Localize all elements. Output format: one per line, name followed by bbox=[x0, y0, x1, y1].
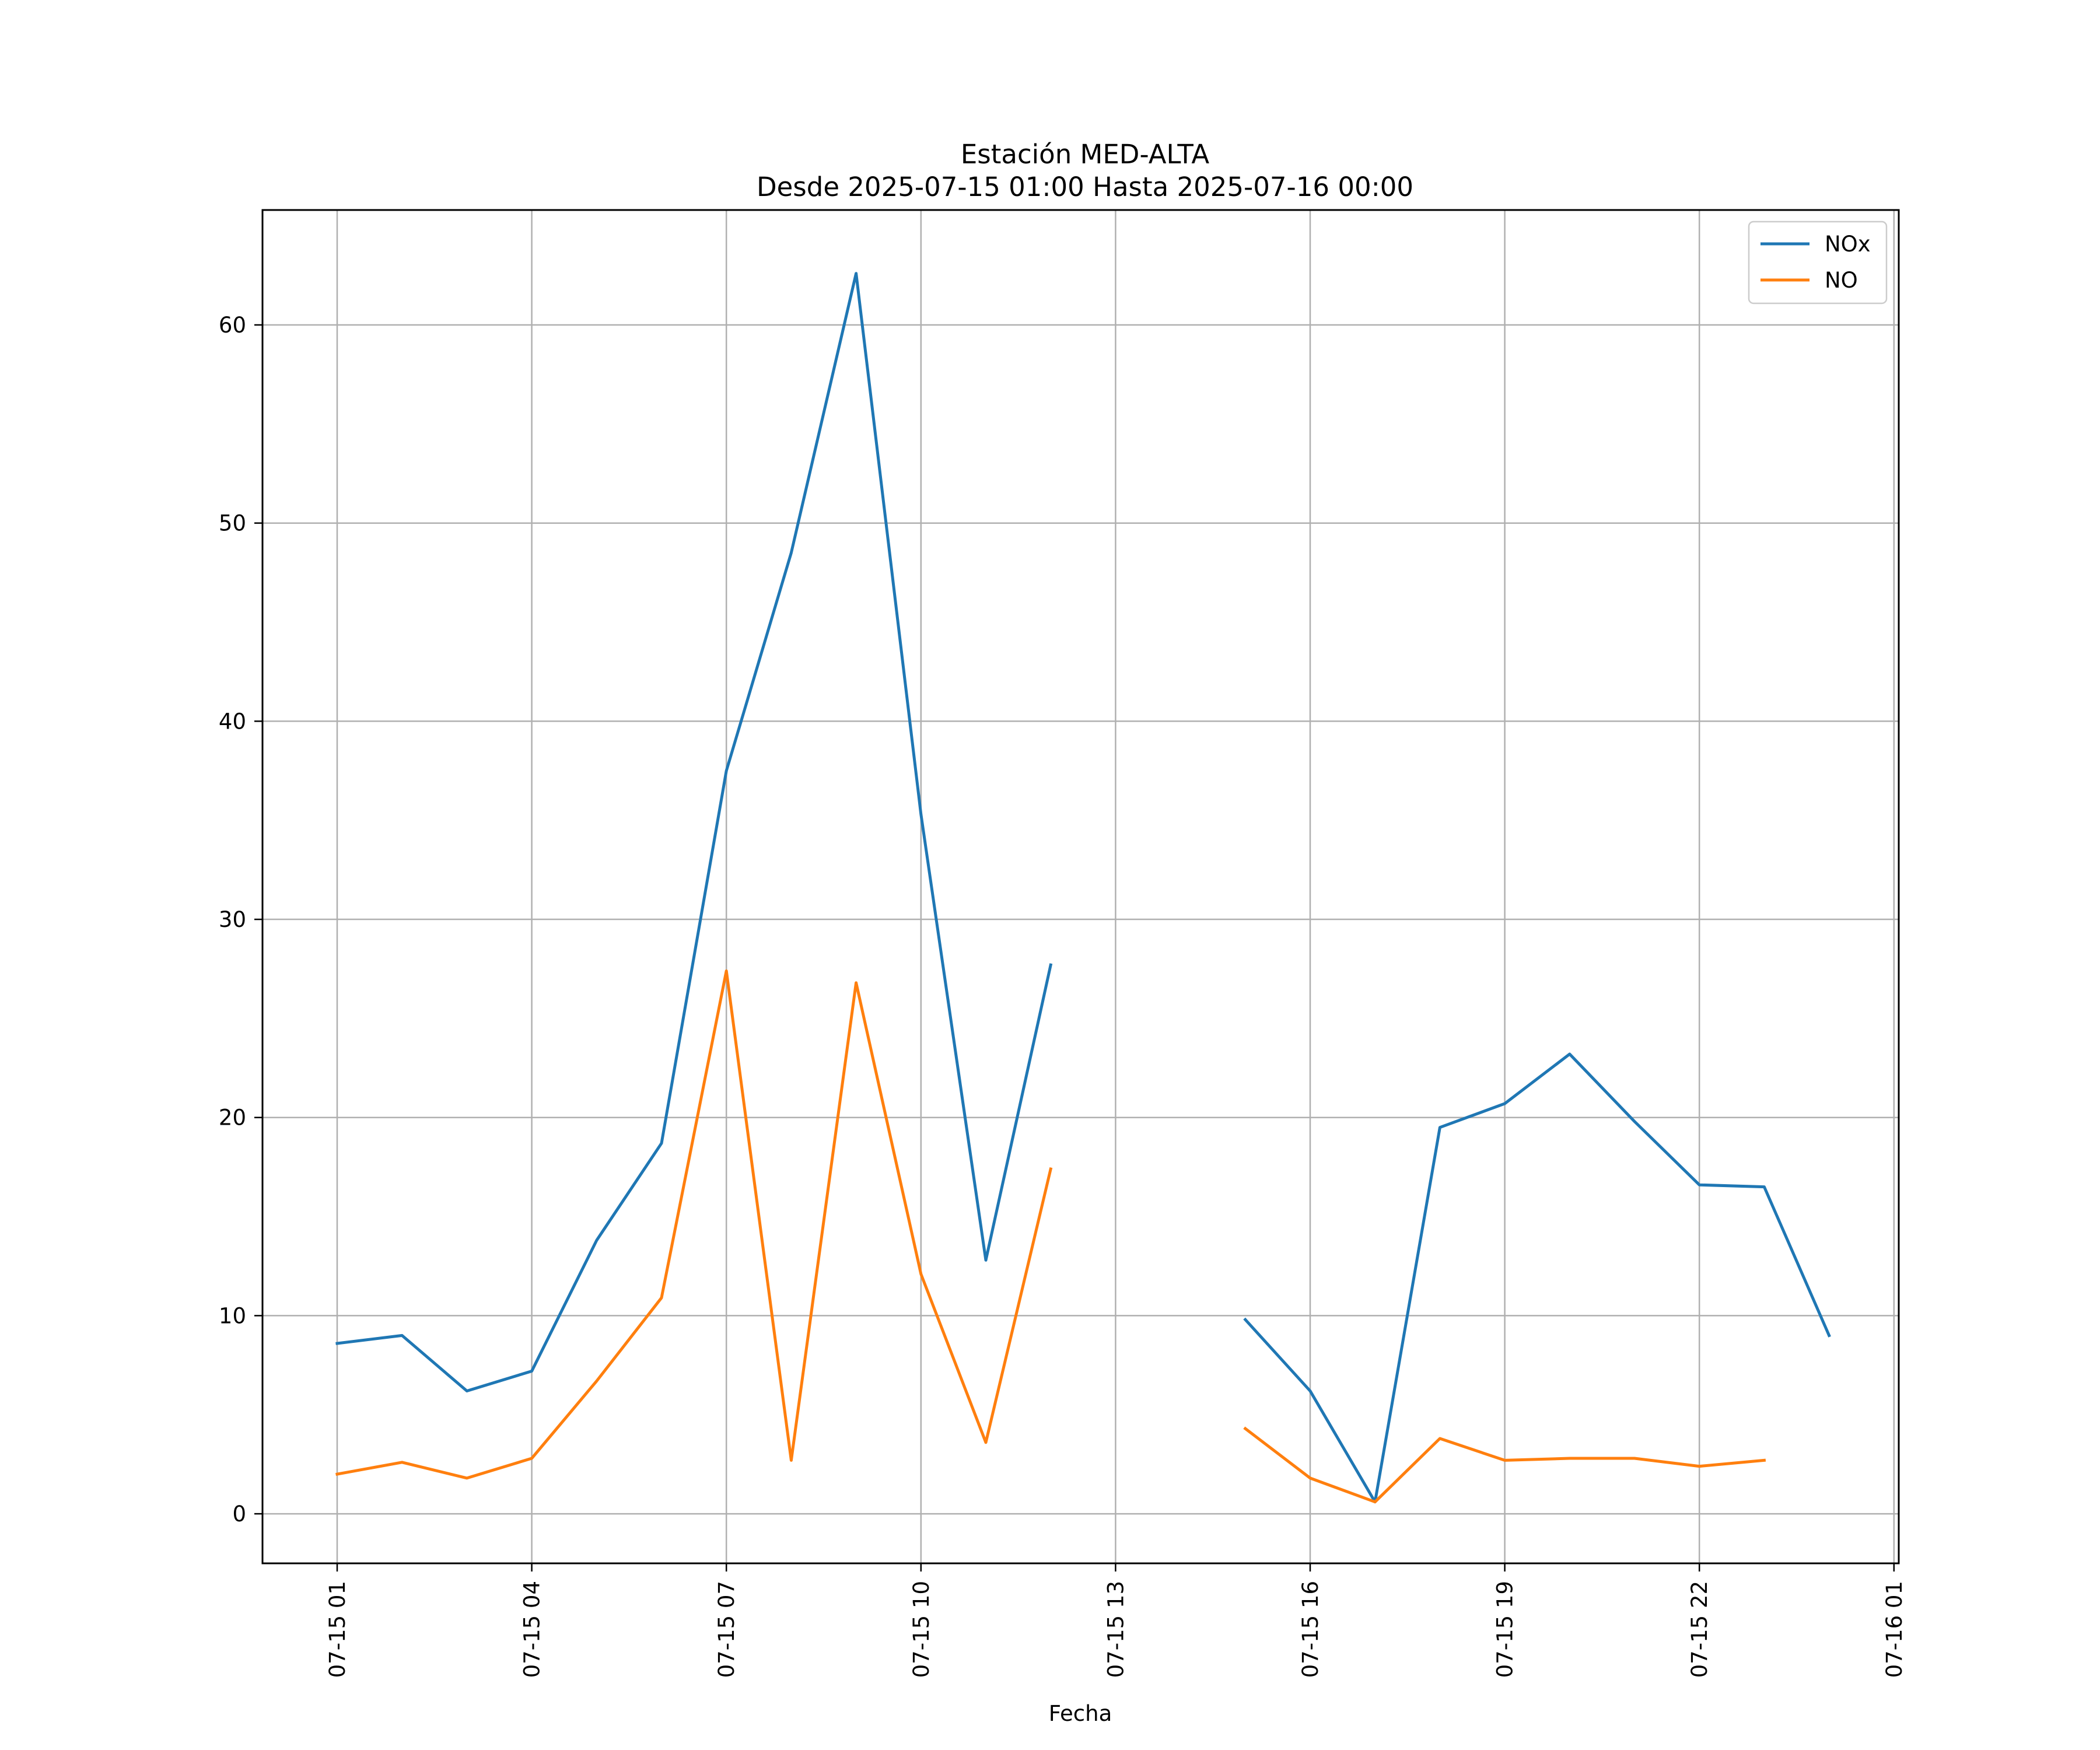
x-tick-label: 07-15 19 bbox=[1493, 1581, 1518, 1678]
legend-label-no: NO bbox=[1825, 268, 1858, 293]
chart-title: Estación MED-ALTA bbox=[961, 139, 1210, 170]
y-tick-label: 30 bbox=[219, 907, 246, 932]
x-tick-label: 07-15 22 bbox=[1687, 1581, 1712, 1678]
plot-area bbox=[335, 272, 1831, 1504]
legend-box bbox=[1748, 220, 1888, 304]
legend: NOx NO bbox=[1748, 220, 1888, 304]
series-line-nox bbox=[1243, 1052, 1831, 1504]
y-tick-label: 20 bbox=[219, 1105, 246, 1130]
x-tick-label: 07-16 01 bbox=[1882, 1581, 1907, 1678]
x-axis-label: Fecha bbox=[1049, 1701, 1112, 1726]
x-tick-label: 07-15 16 bbox=[1298, 1581, 1323, 1678]
x-tick-label: 07-15 13 bbox=[1103, 1581, 1128, 1678]
x-tick-label: 07-15 04 bbox=[520, 1581, 545, 1678]
series-line-nox bbox=[335, 272, 1053, 1392]
series-line-no bbox=[1243, 1426, 1766, 1504]
legend-label-nox: NOx bbox=[1825, 232, 1871, 257]
series-nox bbox=[335, 272, 1831, 1504]
y-tick-label: 10 bbox=[219, 1303, 246, 1328]
axes-frame bbox=[261, 209, 1900, 1564]
axis-ticks: 07-15 01 07-15 04 07-15 07 07-15 10 07-15 13… bbox=[219, 313, 1907, 1678]
y-tick-label: 40 bbox=[219, 709, 246, 734]
grid bbox=[262, 210, 1899, 1563]
y-tick-label: 50 bbox=[219, 511, 246, 536]
series-line-no bbox=[335, 969, 1053, 1480]
y-tick-label: 60 bbox=[219, 313, 246, 338]
x-tick-label: 07-15 01 bbox=[325, 1581, 350, 1678]
x-tick-label: 07-15 07 bbox=[714, 1581, 739, 1678]
series-no bbox=[335, 969, 1766, 1504]
y-tick-label: 0 bbox=[232, 1502, 246, 1527]
x-tick-label: 07-15 10 bbox=[909, 1581, 934, 1678]
chart-subtitle: Desde 2025-07-15 01:00 Hasta 2025-07-16 … bbox=[757, 172, 1413, 202]
